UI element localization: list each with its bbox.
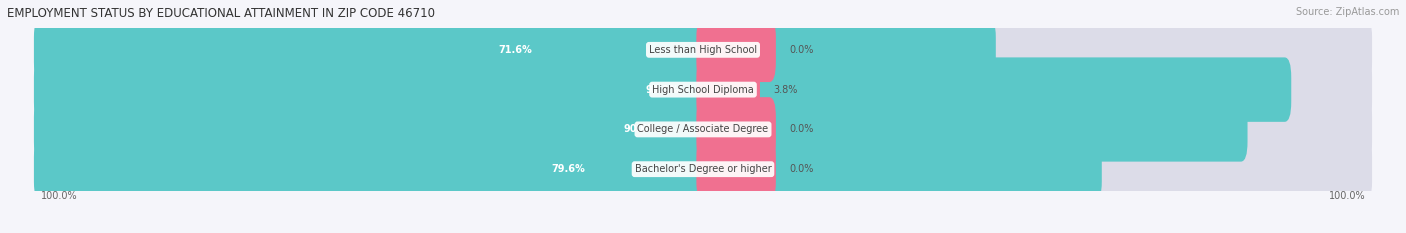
FancyBboxPatch shape — [34, 57, 1372, 122]
FancyBboxPatch shape — [696, 97, 776, 162]
Text: 93.9%: 93.9% — [645, 85, 679, 95]
FancyBboxPatch shape — [696, 57, 761, 122]
Text: Source: ZipAtlas.com: Source: ZipAtlas.com — [1295, 7, 1399, 17]
Text: Bachelor's Degree or higher: Bachelor's Degree or higher — [634, 164, 772, 174]
FancyBboxPatch shape — [696, 137, 776, 201]
Text: 79.6%: 79.6% — [551, 164, 585, 174]
Text: High School Diploma: High School Diploma — [652, 85, 754, 95]
Text: 90.6%: 90.6% — [624, 124, 658, 134]
Text: 0.0%: 0.0% — [789, 124, 814, 134]
Text: 0.0%: 0.0% — [789, 45, 814, 55]
Text: Less than High School: Less than High School — [650, 45, 756, 55]
Text: EMPLOYMENT STATUS BY EDUCATIONAL ATTAINMENT IN ZIP CODE 46710: EMPLOYMENT STATUS BY EDUCATIONAL ATTAINM… — [7, 7, 434, 20]
FancyBboxPatch shape — [34, 97, 1247, 162]
Text: 0.0%: 0.0% — [789, 164, 814, 174]
Text: College / Associate Degree: College / Associate Degree — [637, 124, 769, 134]
FancyBboxPatch shape — [34, 137, 1372, 201]
FancyBboxPatch shape — [34, 18, 995, 82]
Text: 100.0%: 100.0% — [41, 191, 77, 201]
Text: 100.0%: 100.0% — [1329, 191, 1365, 201]
FancyBboxPatch shape — [696, 18, 776, 82]
FancyBboxPatch shape — [34, 18, 1372, 82]
FancyBboxPatch shape — [34, 137, 1102, 201]
Text: 71.6%: 71.6% — [498, 45, 531, 55]
FancyBboxPatch shape — [34, 97, 1372, 162]
Text: 3.8%: 3.8% — [773, 85, 797, 95]
FancyBboxPatch shape — [34, 57, 1291, 122]
